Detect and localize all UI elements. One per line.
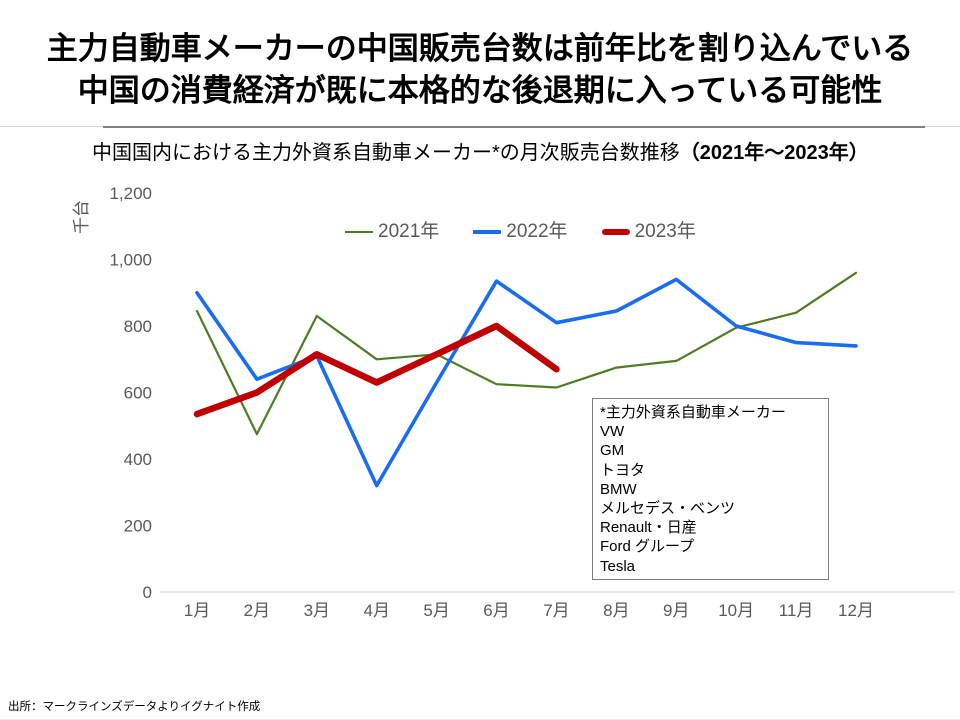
legend-label-2022: 2022年 [506,221,568,242]
x-tick-label: 10月 [718,601,754,620]
chart-legend: 2021年 2022年 2023年 [345,221,696,243]
chart-title-range: （2021年～2023年） [679,142,869,164]
line-chart: 0 200 400 600 800 1,000 1,200 千台 1月 2月 3月 4月 5月 6月 7月 8… [72,184,955,620]
y-axis-label: 千台 [72,200,91,234]
list-item: GM [600,442,625,460]
x-tick-label: 9月 [663,601,689,620]
slide-title: 主力自動車メーカーの中国販売台数は前年比を割り込んでいる 中国の消費経済が既に本… [0,28,960,112]
footnote-box: *主力外資系自動車メーカー VW GM トヨタ BMW メルセデス・ベンツ Renault… [592,398,829,580]
y-tick-label: 0 [143,583,152,602]
legend-label-2021: 2021年 [378,221,440,242]
x-tick-label: 6月 [483,601,509,620]
title-divider [103,126,925,128]
x-tick-label: 8月 [603,601,629,620]
x-tick-label: 4月 [363,601,389,620]
slide-title-line2: 中国の消費経済が既に本格的な後退期に入っている可能性 [77,73,883,108]
list-item: VW [600,423,625,441]
maker-list: VW GM トヨタ BMW メルセデス・ベンツ Renault・日産 Ford グループ Te… [600,422,821,576]
footnote-title: *主力外資系自動車メーカー [600,404,786,421]
y-tick-label: 800 [124,317,152,336]
y-tick-label: 600 [124,384,152,403]
list-item: BMW [600,480,637,498]
y-tick-label: 400 [124,450,152,469]
x-tick-label: 7月 [543,601,569,620]
y-tick-label: 1,200 [109,184,152,203]
legend-item-2021: 2021年 [345,221,439,243]
slide-title-line1: 主力自動車メーカーの中国販売台数は前年比を割り込んでいる [46,31,914,66]
list-item: Ford グループ [600,538,695,556]
legend-swatch-2023 [601,228,630,236]
y-tick-label: 1,000 [109,251,152,270]
chart-title: 中国国内における主力外資系自動車メーカー*の月次販売台数推移（2021年～202… [92,141,869,165]
x-tick-label: 1月 [184,601,210,620]
y-tick-label: 200 [124,517,152,536]
chart-title-main: 中国国内における主力外資系自動車メーカー*の月次販売台数推移 [92,142,680,164]
x-tick-label: 2月 [244,601,270,620]
legend-item-2023: 2023年 [601,221,696,243]
x-tick-label: 3月 [304,601,330,620]
list-item: メルセデス・ベンツ [600,500,736,518]
legend-label-2023: 2023年 [634,221,696,242]
legend-item-2022: 2022年 [473,221,568,243]
list-item: Renault・日産 [600,519,697,537]
series-line-2023年 [193,322,560,418]
list-item: Tesla [600,557,636,575]
x-tick-label: 12月 [838,601,874,620]
series-line-2021年 [195,271,858,436]
x-tick-label: 5月 [423,601,449,620]
legend-swatch-2022 [473,230,502,234]
legend-swatch-2021 [345,230,373,234]
source-note: 出所：マークラインズデータよりイグナイト作成 [8,701,261,713]
list-item: トヨタ [600,461,646,479]
x-tick-label: 11月 [779,601,814,620]
